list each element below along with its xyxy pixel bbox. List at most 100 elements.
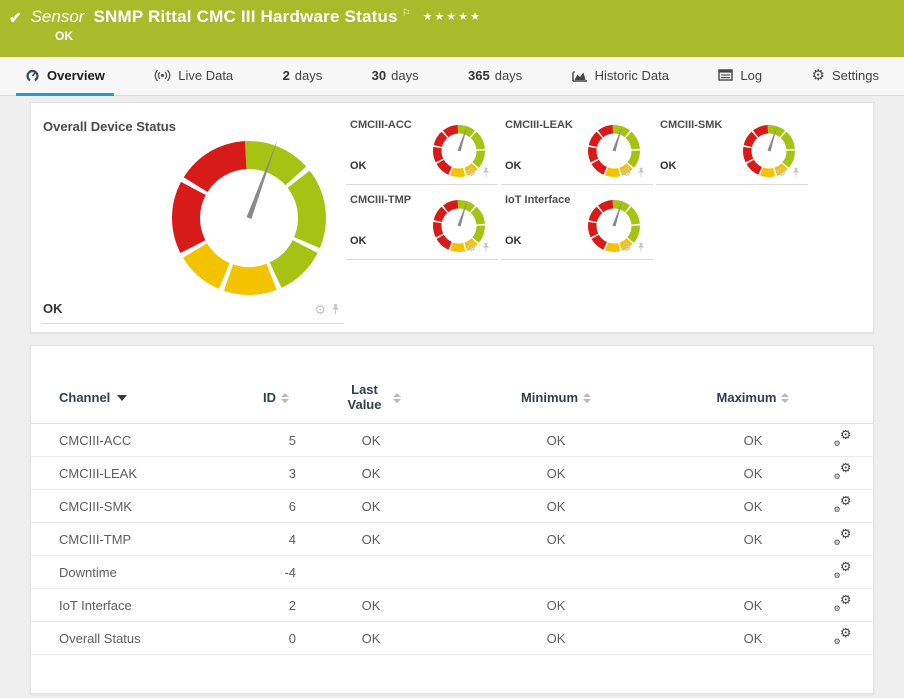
gauge-title: CMCIII-TMP: [350, 194, 412, 206]
channel-settings-icon[interactable]: ⚙ ⚙: [833, 496, 852, 514]
table-row: CMCIII-SMK 6 OK OK OK ⚙ ⚙: [31, 490, 873, 523]
tile-settings-gear-icon[interactable]: ⚙: [621, 240, 632, 254]
gauge-status-text: OK: [350, 160, 367, 172]
column-header-id[interactable]: ID: [226, 390, 326, 405]
cell-channel: Overall Status: [59, 630, 141, 646]
cell-maximum: OK: [743, 432, 763, 448]
cell-channel: CMCIII-SMK: [59, 498, 132, 514]
cell-last-value: OK: [361, 432, 381, 448]
tab-historic-data[interactable]: Historic Data: [563, 57, 678, 96]
cell-minimum: OK: [546, 498, 566, 514]
sensor-header: ✔ Sensor SNMP Rittal CMC III Hardware St…: [0, 0, 904, 57]
table-row: IoT Interface 2 OK OK OK ⚙ ⚙: [31, 589, 873, 622]
channel-settings-icon[interactable]: ⚙ ⚙: [833, 628, 852, 646]
flag-icon[interactable]: ⚐: [401, 8, 411, 19]
sort-icon: [583, 392, 592, 403]
cell-last-value: OK: [361, 531, 381, 547]
column-header-minimum[interactable]: Minimum: [416, 390, 696, 405]
cell-id: 5: [288, 432, 296, 448]
tile-settings-gear-icon[interactable]: ⚙: [776, 165, 787, 179]
column-header-maximum[interactable]: Maximum: [696, 390, 810, 405]
tile-pin-icon[interactable]: [792, 167, 800, 178]
cell-id: -4: [284, 564, 296, 580]
cell-maximum: OK: [743, 630, 763, 646]
tile-settings-gear-icon[interactable]: ⚙: [621, 165, 632, 179]
cell-channel: CMCIII-ACC: [59, 432, 132, 448]
tile-settings-gear-icon[interactable]: ⚙: [314, 302, 326, 317]
sort-icon: [281, 392, 289, 403]
cell-minimum: OK: [546, 597, 566, 613]
channel-gauge-tile[interactable]: IoT Interface OK ⚙: [501, 187, 653, 260]
column-header-last-value[interactable]: Last Value: [326, 382, 416, 413]
cell-channel: Downtime: [59, 564, 117, 580]
channel-settings-icon[interactable]: ⚙ ⚙: [833, 529, 852, 547]
cell-id: 6: [288, 498, 296, 514]
log-icon: [718, 69, 734, 81]
channel-gauge-tile[interactable]: CMCIII-SMK OK ⚙: [656, 112, 808, 185]
channel-settings-icon[interactable]: ⚙ ⚙: [833, 430, 852, 448]
cell-minimum: OK: [546, 432, 566, 448]
column-header-channel[interactable]: Channel: [59, 390, 226, 405]
tab-log[interactable]: Log: [709, 57, 771, 96]
gauge-title: CMCIII-SMK: [660, 119, 723, 131]
priority-stars[interactable]: ★★★★★: [422, 11, 482, 23]
gauge-title: Overall Device Status: [43, 119, 176, 134]
tab-live-data[interactable]: Live Data: [145, 57, 242, 96]
tile-pin-icon[interactable]: [482, 242, 490, 253]
channel-settings-icon[interactable]: ⚙ ⚙: [833, 463, 852, 481]
sort-desc-icon: [117, 394, 128, 401]
gauge-status-text: OK: [43, 301, 63, 316]
sort-icon: [392, 392, 401, 403]
table-row: Overall Status 0 OK OK OK ⚙ ⚙: [31, 622, 873, 655]
object-kind-label: Sensor: [30, 7, 85, 26]
tile-pin-icon[interactable]: [331, 303, 340, 316]
cell-minimum: OK: [546, 630, 566, 646]
tile-pin-icon[interactable]: [637, 242, 645, 253]
channel-settings-icon[interactable]: ⚙ ⚙: [833, 562, 852, 580]
channel-gauge-tile[interactable]: CMCIII-LEAK OK ⚙: [501, 112, 653, 185]
channel-table: Channel ID Last Value Minimum Maximum: [31, 372, 873, 655]
tab-30-days[interactable]: 30 days: [371, 67, 419, 83]
gauge-status-text: OK: [505, 160, 522, 172]
gauge-title: CMCIII-ACC: [350, 119, 412, 131]
channel-status-gauge: [432, 124, 486, 178]
tile-settings-gear-icon[interactable]: ⚙: [466, 240, 477, 254]
channel-gauge-tile[interactable]: CMCIII-TMP OK ⚙: [346, 187, 498, 260]
overall-device-status-tile[interactable]: Overall Device Status OK ⚙: [41, 103, 344, 324]
cell-id: 3: [288, 465, 296, 481]
tab-2-days[interactable]: 2 days: [282, 67, 323, 83]
cell-last-value: OK: [361, 597, 381, 613]
tab-365-days[interactable]: 365 days: [468, 67, 523, 83]
cell-last-value: OK: [361, 498, 381, 514]
gauge-status-text: OK: [660, 160, 677, 172]
table-header-row: Channel ID Last Value Minimum Maximum: [31, 372, 873, 424]
live-data-icon: [154, 69, 171, 81]
cell-maximum: OK: [743, 465, 763, 481]
tile-pin-icon[interactable]: [637, 167, 645, 178]
sort-icon: [781, 392, 790, 403]
cell-channel: IoT Interface: [59, 597, 132, 613]
tab-settings[interactable]: ⚙ Settings: [811, 66, 879, 84]
cell-maximum: OK: [743, 531, 763, 547]
settings-gear-icon: ⚙: [811, 66, 825, 84]
sensor-status-text: OK: [55, 29, 73, 43]
channel-status-gauge: [432, 199, 486, 253]
cell-minimum: OK: [546, 465, 566, 481]
status-check-icon: ✔: [9, 10, 22, 27]
sensor-title: SNMP Rittal CMC III Hardware Status: [93, 7, 398, 26]
channel-gauge-tile[interactable]: CMCIII-ACC OK ⚙: [346, 112, 498, 185]
tile-settings-gear-icon[interactable]: ⚙: [466, 165, 477, 179]
table-row: CMCIII-LEAK 3 OK OK OK ⚙ ⚙: [31, 457, 873, 490]
tab-overview[interactable]: Overview: [16, 57, 114, 96]
channel-status-gauge: [742, 124, 796, 178]
tile-pin-icon[interactable]: [482, 167, 490, 178]
cell-id: 2: [288, 597, 296, 613]
gauge-status-text: OK: [505, 235, 522, 247]
channel-status-gauge: [587, 124, 641, 178]
table-row: CMCIII-ACC 5 OK OK OK ⚙ ⚙: [31, 424, 873, 457]
historic-chart-icon: [571, 70, 587, 82]
channel-settings-icon[interactable]: ⚙ ⚙: [833, 595, 852, 613]
cell-minimum: OK: [546, 531, 566, 547]
cell-maximum: OK: [743, 597, 763, 613]
gauge-title: IoT Interface: [505, 194, 571, 206]
